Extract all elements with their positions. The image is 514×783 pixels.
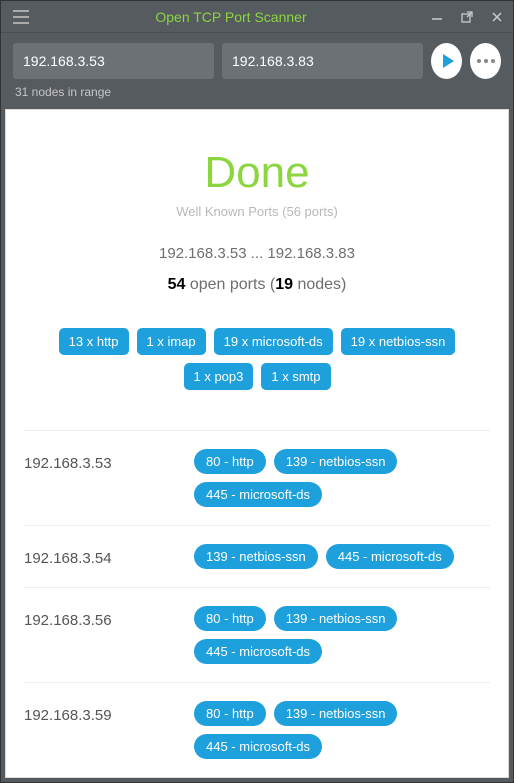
nodes-in-range-label: 31 nodes in range (15, 85, 111, 99)
port-pill[interactable]: 445 - microsoft-ds (194, 639, 322, 664)
node-row: 192.168.3.54139 - netbios-ssn 445 - micro… (24, 525, 490, 587)
node-ports: 80 - http 139 - netbios-ssn 445 - microsof… (194, 606, 490, 664)
popout-icon[interactable] (459, 9, 475, 25)
summary-pill[interactable]: 13 x http (59, 328, 129, 355)
open-ports-label: open ports ( (185, 276, 275, 293)
portset-label: Well Known Ports (56 ports) (24, 204, 490, 219)
titlebar: Open TCP Port Scanner (1, 1, 513, 33)
node-list: 192.168.3.5380 - http139 - netbios-ssn44… (24, 430, 490, 777)
close-icon[interactable] (489, 9, 505, 25)
nodes-count: 19 (275, 276, 293, 293)
node-row: 192.168.3.5680 - http 139 - netbios-ssn 44… (24, 587, 490, 682)
port-pill[interactable]: 139 - netbios-ssn (274, 449, 398, 474)
port-pill[interactable]: 445 - microsoft-ds (194, 734, 322, 759)
summary-pill[interactable]: 1 x imap (137, 328, 206, 355)
status-bar: 31 nodes in range (1, 85, 513, 109)
summary-pill[interactable]: 1 x pop3 (184, 363, 254, 390)
node-ip: 192.168.3.56 (24, 606, 194, 664)
more-button[interactable] (470, 43, 501, 79)
port-pill[interactable]: 80 - http (194, 606, 266, 631)
node-ip: 192.168.3.59 (24, 701, 194, 759)
content-area: Done Well Known Ports (56 ports) 192.168… (5, 109, 509, 778)
app-window: Open TCP Port Scanner 31 nodes in range (0, 0, 514, 783)
play-icon (443, 54, 454, 68)
node-ip: 192.168.3.54 (24, 544, 194, 569)
nodes-label: nodes) (293, 276, 346, 293)
summary-pill[interactable]: 1 x smtp (261, 363, 330, 390)
stats-line: 54 open ports (19 nodes) (24, 276, 490, 294)
port-pill[interactable]: 139 - netbios-ssn (274, 606, 398, 631)
port-pill[interactable]: 139 - netbios-ssn (194, 544, 318, 569)
scroll-region[interactable]: Done Well Known Ports (56 ports) 192.168… (6, 110, 508, 777)
node-ports: 139 - netbios-ssn 445 - microsoft-ds (194, 544, 490, 569)
summary-pill[interactable]: 19 x netbios-ssn (341, 328, 456, 355)
node-row: 192.168.3.5380 - http 139 - netbios-ssn 44… (24, 430, 490, 525)
port-pill[interactable]: 445 - microsoft-ds (326, 544, 454, 569)
summary-pill-cloud: 13 x http 1 x imap 19 x microsoft-ds 19 x n… (24, 328, 490, 390)
ip-range-text: 192.168.3.53 ... 192.168.3.83 (24, 245, 490, 262)
play-button[interactable] (431, 43, 462, 79)
port-pill[interactable]: 445 - microsoft-ds (194, 482, 322, 507)
window-controls (429, 9, 505, 25)
port-pill[interactable]: 80 - http (194, 701, 266, 726)
node-ip: 192.168.3.53 (24, 449, 194, 507)
node-ports: 80 - http 139 - netbios-ssn 445 - microsof… (194, 701, 490, 759)
dots-icon (477, 59, 495, 63)
ip-from-input[interactable] (13, 43, 214, 79)
port-pill[interactable]: 139 - netbios-ssn (274, 701, 398, 726)
summary-pill[interactable]: 19 x microsoft-ds (214, 328, 333, 355)
menu-icon[interactable] (9, 5, 33, 29)
result-headline: Done (24, 148, 490, 198)
open-ports-count: 54 (168, 276, 186, 293)
minimize-icon[interactable] (429, 9, 445, 25)
toolbar (1, 33, 513, 85)
node-row: 192.168.3.5980 - http 139 - netbios-ssn 44… (24, 682, 490, 777)
port-pill[interactable]: 80 - http (194, 449, 266, 474)
node-ports: 80 - http 139 - netbios-ssn 445 - microsof… (194, 449, 490, 507)
ip-to-input[interactable] (222, 43, 423, 79)
window-title: Open TCP Port Scanner (33, 9, 429, 25)
